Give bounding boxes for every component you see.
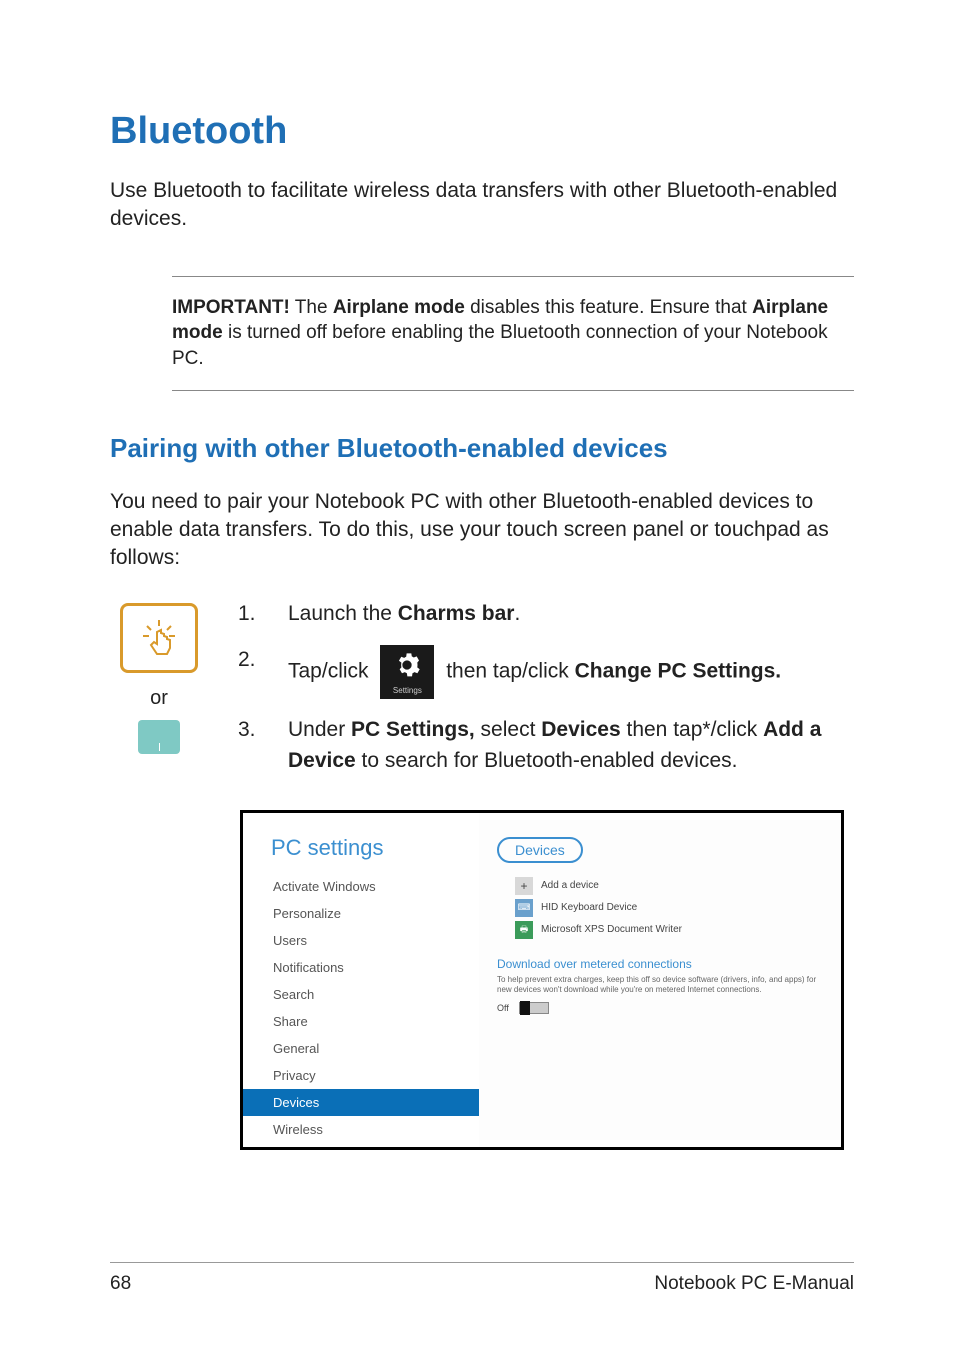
- page-footer: 68 Notebook PC E-Manual: [110, 1262, 854, 1295]
- nav-item[interactable]: Activate Windows: [271, 873, 479, 900]
- nav-item[interactable]: Ease of Access: [271, 1143, 479, 1150]
- settings-icon-label: Settings: [380, 685, 434, 697]
- pc-settings-content: Devices + Add a device ⌨ HID Keyboard De…: [479, 813, 841, 1147]
- step2-b: then tap/click: [446, 660, 574, 683]
- pc-settings-title: PC settings: [271, 835, 479, 861]
- step1-c: .: [514, 602, 520, 625]
- step3-a: Under: [288, 718, 351, 741]
- settings-charm-icon: Settings: [380, 645, 434, 699]
- step2-change-pc-settings: Change PC Settings.: [575, 660, 782, 683]
- metered-toggle-row: Off: [497, 1002, 823, 1014]
- heading-pairing: Pairing with other Bluetooth-enabled dev…: [110, 433, 854, 464]
- step1-a: Launch the: [288, 602, 398, 625]
- keyboard-icon: ⌨: [515, 899, 533, 917]
- add-device-label: Add a device: [541, 880, 599, 891]
- step2-a: Tap/click: [288, 660, 374, 683]
- step3-e: then tap*/click: [621, 718, 763, 741]
- printer-icon: 🖶: [515, 921, 533, 939]
- step-2: 2. Tap/click Settings then tap/click Cha…: [238, 645, 854, 699]
- device-row-2: 🖶 Microsoft XPS Document Writer: [515, 921, 823, 939]
- download-header: Download over metered connections: [497, 957, 823, 971]
- or-label: or: [150, 687, 168, 710]
- important-mid: disables this feature. Ensure that: [465, 297, 752, 318]
- pc-settings-screenshot: PC settings Activate WindowsPersonalizeU…: [240, 810, 844, 1150]
- input-method-icons: or: [110, 599, 208, 792]
- nav-item[interactable]: Wireless: [271, 1116, 479, 1143]
- pairing-intro: You need to pair your Notebook PC with o…: [110, 488, 854, 573]
- nav-item[interactable]: Share: [271, 1008, 479, 1035]
- nav-item[interactable]: Search: [271, 981, 479, 1008]
- step-1: 1. Launch the Charms bar.: [238, 599, 854, 629]
- step1-charms-bar: Charms bar: [398, 602, 515, 625]
- footer-title: Notebook PC E-Manual: [654, 1273, 854, 1295]
- step-3-number: 3.: [238, 715, 262, 776]
- touchpad-icon: [138, 720, 180, 754]
- device-2-label: Microsoft XPS Document Writer: [541, 924, 682, 935]
- add-device-row[interactable]: + Add a device: [515, 877, 823, 895]
- metered-toggle[interactable]: [519, 1002, 549, 1014]
- important-label: IMPORTANT!: [172, 297, 290, 318]
- step3-g: to search for Bluetooth-enabled devices.: [356, 749, 738, 772]
- nav-item[interactable]: General: [271, 1035, 479, 1062]
- step-2-number: 2.: [238, 645, 262, 699]
- heading-bluetooth: Bluetooth: [110, 110, 854, 153]
- off-label: Off: [497, 1003, 509, 1013]
- step3-pc-settings: PC Settings,: [351, 718, 475, 741]
- devices-header: Devices: [497, 837, 583, 863]
- intro-text: Use Bluetooth to facilitate wireless dat…: [110, 177, 854, 234]
- nav-item[interactable]: Devices: [243, 1089, 479, 1116]
- step-3: 3. Under PC Settings, select Devices the…: [238, 715, 854, 776]
- nav-item[interactable]: Privacy: [271, 1062, 479, 1089]
- nav-item[interactable]: Notifications: [271, 954, 479, 981]
- step-1-number: 1.: [238, 599, 262, 629]
- touchscreen-icon: [120, 603, 198, 673]
- important-post: is turned off before enabling the Blueto…: [172, 322, 828, 369]
- important-note: IMPORTANT! The Airplane mode disables th…: [172, 276, 854, 391]
- airplane-mode-1: Airplane mode: [333, 297, 465, 318]
- page-number: 68: [110, 1273, 131, 1295]
- pc-settings-nav: PC settings Activate WindowsPersonalizeU…: [243, 813, 479, 1147]
- plus-icon: +: [515, 877, 533, 895]
- step3-devices: Devices: [541, 718, 620, 741]
- nav-item[interactable]: Personalize: [271, 900, 479, 927]
- device-row-1: ⌨ HID Keyboard Device: [515, 899, 823, 917]
- download-body: To help prevent extra charges, keep this…: [497, 975, 823, 996]
- step3-c: select: [475, 718, 542, 741]
- important-pre: The: [290, 297, 333, 318]
- device-1-label: HID Keyboard Device: [541, 902, 637, 913]
- nav-item[interactable]: Users: [271, 927, 479, 954]
